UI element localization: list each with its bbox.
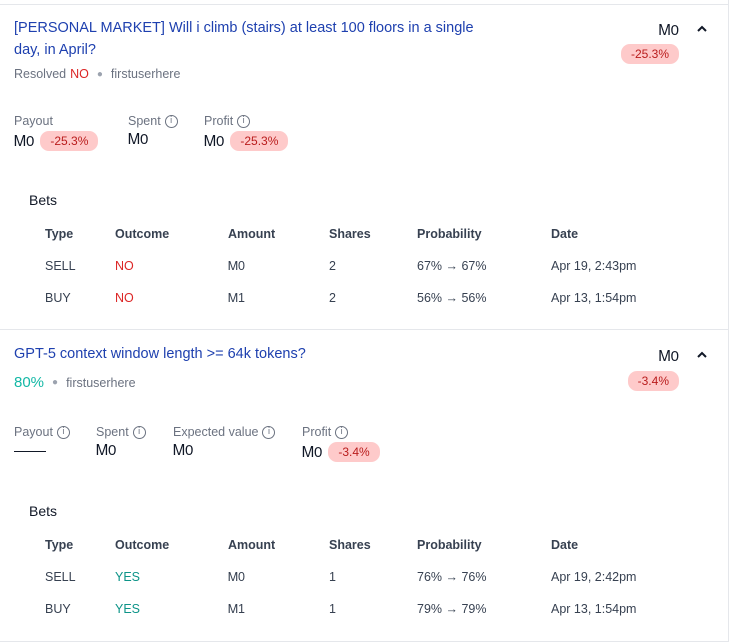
col-date: Date [551, 227, 579, 241]
spent-value: Ꮇ0 [128, 131, 149, 148]
spent-label: Spent [96, 425, 129, 439]
market-meta: Resolved NO ● firstuserhere [14, 67, 180, 81]
profit-value: Ꮇ0 [204, 132, 225, 150]
bet-date: Apr 19, 2:42pm [551, 570, 637, 584]
market-title-link[interactable]: [PERSONAL MARKET] Will i climb (stairs) … [14, 20, 474, 58]
col-outcome: Outcome [115, 538, 170, 552]
payout-change-badge: -25.3% [40, 131, 99, 151]
chevron-up-icon[interactable] [695, 348, 709, 365]
chevron-up-icon[interactable] [695, 22, 709, 39]
info-icon[interactable]: i [132, 425, 146, 439]
table-row: SELL NO Ꮇ0 2 67% → 67% Apr 19, 2:43pm [29, 250, 691, 282]
creator-link[interactable]: firstuserhere [110, 67, 181, 81]
bet-outcome: YES [115, 602, 141, 616]
bet-outcome: YES [115, 570, 141, 584]
profit-stat: Profit i Ꮇ0 -25.3% [204, 114, 289, 151]
bet-amount: Ꮇ0 [228, 258, 245, 273]
col-shares: Shares [329, 538, 371, 552]
bet-date: Apr 19, 2:43pm [551, 259, 637, 273]
expected-value-stat: Expected value i Ꮇ0 [173, 425, 276, 459]
bet-shares: 1 [329, 602, 336, 616]
resolved-label: Resolved [14, 67, 67, 81]
col-amount: Amount [228, 538, 276, 552]
bet-probability: 56% → 56% [417, 291, 487, 305]
resolved-value: NO [70, 67, 89, 81]
bet-outcome: NO [115, 259, 134, 273]
market-card: GPT-5 context window length >= 64k token… [0, 330, 729, 642]
bets-table: Type Outcome Amount Shares Probability D… [29, 218, 691, 314]
bet-date: Apr 13, 1:54pm [551, 602, 637, 616]
profit-change-badge: -3.4% [328, 442, 380, 462]
bet-probability: 76% → 76% [417, 570, 487, 584]
info-icon[interactable]: i [56, 425, 70, 439]
spent-stat: Spent i Ꮇ0 [128, 114, 178, 148]
profit-change-badge: -25.3% [230, 131, 289, 151]
market-meta: 80% ● firstuserhere [14, 374, 136, 391]
market-title-link[interactable]: GPT-5 context window length >= 64k token… [14, 346, 306, 362]
change-badge: -25.3% [620, 44, 679, 64]
bet-shares: 2 [329, 291, 336, 305]
bet-amount: Ꮇ1 [228, 601, 245, 616]
bet-type: SELL [45, 259, 76, 273]
bets-header-row: Type Outcome Amount Shares Probability D… [29, 218, 691, 250]
bets-heading: Bets [29, 503, 58, 519]
bet-shares: 1 [329, 570, 336, 584]
change-badge: -3.4% [627, 371, 679, 391]
table-row: BUY YES Ꮇ1 1 79% → 79% Apr 13, 1:54pm [29, 593, 691, 625]
bets-header-row: Type Outcome Amount Shares Probability D… [29, 529, 691, 561]
bet-probability: 79% → 79% [417, 602, 487, 616]
payout-label: Payout [14, 425, 53, 439]
bet-amount: Ꮇ1 [228, 290, 245, 305]
bet-probability: 67% → 67% [417, 259, 487, 273]
separator-dot: ● [96, 68, 103, 80]
bet-shares: 2 [329, 259, 336, 273]
profit-value: Ꮇ0 [302, 443, 323, 461]
separator-dot: ● [52, 377, 59, 388]
payout-empty-dash [14, 451, 46, 452]
bet-type: BUY [45, 291, 71, 305]
col-type: Type [45, 538, 74, 552]
col-outcome: Outcome [115, 227, 170, 241]
profit-stat: Profit i Ꮇ0 -3.4% [302, 425, 380, 462]
col-date: Date [551, 538, 579, 552]
col-amount: Amount [228, 227, 276, 241]
spent-stat: Spent i Ꮇ0 [96, 425, 146, 459]
expected-value-label: Expected value [173, 425, 259, 439]
profit-label: Profit [204, 114, 234, 128]
payout-stat: Payout i [14, 425, 70, 452]
payout-stat: Payout Ꮇ0 -25.3% [14, 114, 99, 151]
bet-type: BUY [45, 602, 71, 616]
market-amount: Ꮇ0 [658, 22, 679, 39]
info-icon[interactable]: i [164, 114, 178, 128]
col-type: Type [45, 227, 74, 241]
bet-amount: Ꮇ0 [228, 569, 245, 584]
market-amount: Ꮇ0 [658, 348, 679, 365]
table-row: SELL YES Ꮇ0 1 76% → 76% Apr 19, 2:42pm [29, 561, 691, 593]
col-probability: Probability [417, 538, 482, 552]
creator-link[interactable]: firstuserhere [66, 375, 136, 390]
bets-table: Type Outcome Amount Shares Probability D… [29, 529, 691, 625]
market-card: [PERSONAL MARKET] Will i climb (stairs) … [0, 4, 729, 330]
bet-date: Apr 13, 1:54pm [551, 291, 637, 305]
bet-type: SELL [45, 570, 76, 584]
col-probability: Probability [417, 227, 482, 241]
payout-label: Payout [14, 114, 53, 128]
info-icon[interactable]: i [335, 425, 349, 439]
info-icon[interactable]: i [262, 425, 276, 439]
bets-heading: Bets [29, 192, 58, 208]
info-icon[interactable]: i [237, 114, 251, 128]
bet-outcome: NO [115, 291, 134, 305]
market-probability: 80% [14, 374, 45, 391]
table-row: BUY NO Ꮇ1 2 56% → 56% Apr 13, 1:54pm [29, 282, 691, 314]
profit-label: Profit [302, 425, 332, 439]
spent-label: Spent [128, 114, 161, 128]
col-shares: Shares [329, 227, 371, 241]
payout-value: Ꮇ0 [14, 132, 35, 150]
expected-value-value: Ꮇ0 [173, 442, 194, 459]
spent-value: Ꮇ0 [96, 442, 117, 459]
